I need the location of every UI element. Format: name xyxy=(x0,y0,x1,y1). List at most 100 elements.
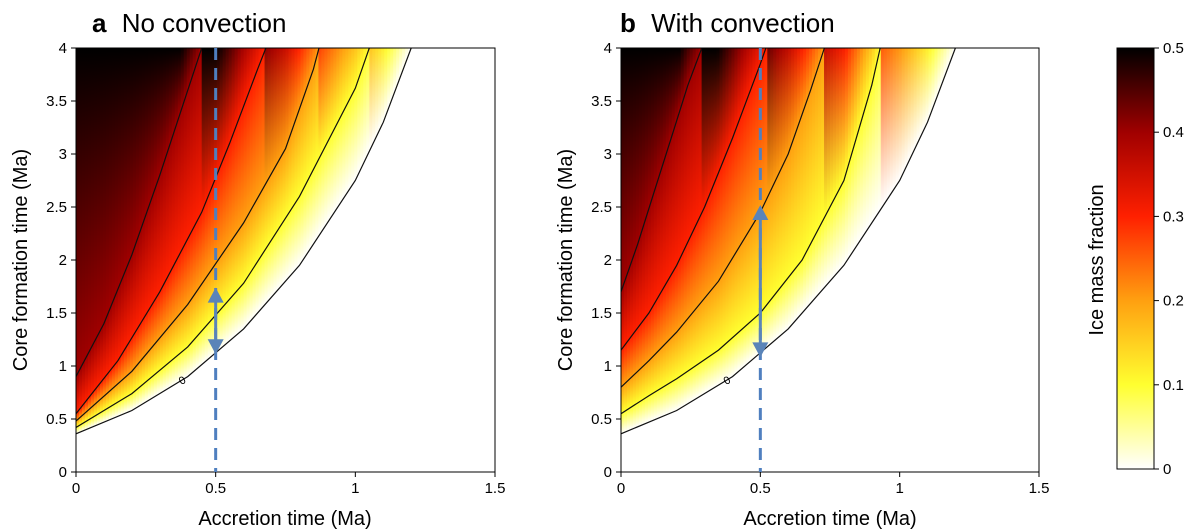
contour-line-0.2 xyxy=(76,48,320,422)
heatmap-column xyxy=(87,48,92,429)
heatmap-column xyxy=(824,48,828,287)
heatmap-column xyxy=(635,48,640,427)
heatmap-column xyxy=(815,48,819,297)
heatmap-column xyxy=(351,48,355,185)
arrowhead-up-icon xyxy=(207,287,224,303)
panel-a-letter: a xyxy=(92,8,107,38)
heatmap-column xyxy=(722,48,727,382)
heatmap-column xyxy=(728,48,733,379)
heatmap-column xyxy=(671,48,676,412)
heatmap-column xyxy=(734,48,739,374)
contour-line-0.1 xyxy=(76,48,370,429)
x-tick-label: 0 xyxy=(617,480,625,497)
contour-line-0 xyxy=(76,48,412,435)
heatmap-column xyxy=(372,48,376,142)
heatmap-column xyxy=(650,48,655,421)
heatmap-column xyxy=(827,48,831,283)
heatmap-column xyxy=(830,48,834,280)
heatmap-column xyxy=(138,48,143,406)
heatmap-column xyxy=(716,48,721,386)
heatmap-column xyxy=(737,48,742,372)
heatmap-column xyxy=(162,48,167,391)
arrowhead-down-icon xyxy=(207,339,224,355)
heatmap-column xyxy=(363,48,367,161)
heatmap-column xyxy=(288,48,293,277)
heatmap-column xyxy=(770,48,774,343)
heatmap-column xyxy=(874,48,879,217)
x-tick-label: 1.5 xyxy=(485,480,506,497)
heatmap-column xyxy=(623,48,628,432)
heatmap-column xyxy=(399,48,403,76)
heatmap-column xyxy=(683,48,688,406)
y-tick-label: 0 xyxy=(604,464,612,481)
heatmap-column xyxy=(76,48,80,434)
heatmap-column xyxy=(105,48,110,421)
contour-line-0.4 xyxy=(621,48,703,292)
heatmap-column xyxy=(707,48,712,391)
heatmap-column xyxy=(653,48,658,420)
heatmap-column xyxy=(315,48,320,239)
heatmap-column xyxy=(749,48,753,361)
panel-a-xlabel: Accretion time (Ma) xyxy=(198,508,371,530)
heatmap-column xyxy=(345,48,349,194)
heatmap-column xyxy=(126,48,131,412)
heatmap-column xyxy=(387,48,391,108)
heatmap-column xyxy=(841,48,846,266)
heatmap-column xyxy=(243,48,248,328)
heatmap-column xyxy=(150,48,155,399)
panel-b: b With convection 0 0 0.5 1 1.5 0 0.5 1 1.5 2 2.5… xyxy=(555,8,1049,530)
heatmap-column xyxy=(375,48,379,136)
heatmap-column xyxy=(99,48,104,424)
heatmap-column xyxy=(366,48,370,155)
panel-b-axes: 0 0.5 1 1.5 0 0.5 1 1.5 2 2.5 3 3.5 4 xyxy=(591,40,1049,497)
colorbar-tick-label: 0.4 xyxy=(1163,124,1184,141)
heatmap-column xyxy=(812,48,816,300)
heatmap-column xyxy=(931,48,936,108)
heatmap-column xyxy=(222,48,227,346)
x-tick-label: 0 xyxy=(72,480,80,497)
heatmap-column xyxy=(339,48,343,203)
y-tick-label: 2 xyxy=(59,252,67,269)
heatmap-column xyxy=(621,48,625,434)
heatmap-column xyxy=(928,48,933,116)
heatmap-column xyxy=(904,48,909,167)
heatmap-column xyxy=(135,48,140,408)
heatmap-column xyxy=(96,48,101,425)
heatmap-column xyxy=(237,48,242,333)
heatmap-column xyxy=(333,48,337,212)
heatmap-column xyxy=(198,48,203,366)
heatmap-column xyxy=(174,48,179,384)
heatmap-column xyxy=(740,48,745,369)
heatmap-column xyxy=(303,48,308,257)
heatmap-column xyxy=(402,48,406,68)
heatmap-column xyxy=(159,48,164,393)
y-tick-label: 0.5 xyxy=(46,411,67,428)
heatmap-column xyxy=(231,48,236,338)
heatmap-column xyxy=(910,48,915,155)
heatmap-column xyxy=(677,48,682,410)
heatmap-column xyxy=(276,48,281,290)
contour-line-0 xyxy=(621,48,956,435)
heatmap-column xyxy=(108,48,113,420)
x-tick-label: 1 xyxy=(895,480,903,497)
heatmap-column xyxy=(252,48,257,317)
heatmap-column xyxy=(186,48,191,377)
heatmap-column xyxy=(306,48,311,253)
colorbar-tick-label: 0.5 xyxy=(1163,40,1184,57)
heatmap-column xyxy=(644,48,649,424)
heatmap-column xyxy=(883,48,888,203)
heatmap-column xyxy=(141,48,146,404)
panel-a-title: a No convection xyxy=(92,8,286,38)
contour-label-zero: 0 xyxy=(177,374,188,387)
x-tick-label: 1.5 xyxy=(1029,480,1050,497)
heatmap-column xyxy=(776,48,780,338)
heatmap-column xyxy=(725,48,730,380)
y-tick-label: 4 xyxy=(604,40,612,57)
heatmap-column xyxy=(297,48,302,266)
heatmap-column xyxy=(180,48,185,380)
heatmap-column xyxy=(880,48,885,207)
heatmap-column xyxy=(773,48,777,341)
heatmap-column xyxy=(758,48,762,354)
heatmap-column xyxy=(844,48,849,262)
heatmap-column xyxy=(219,48,224,349)
